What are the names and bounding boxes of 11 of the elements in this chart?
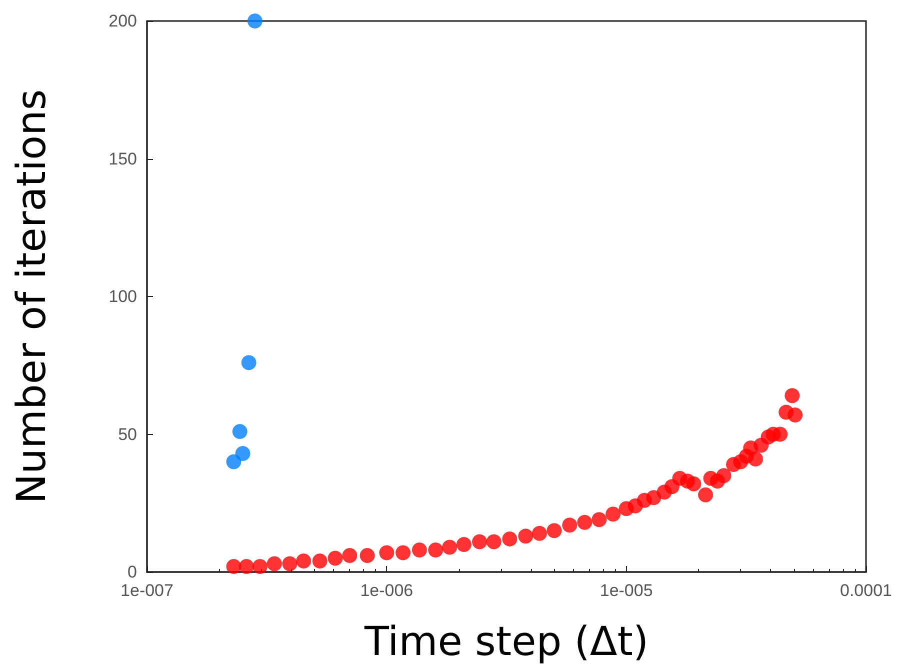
x-tick-label: 1e-005 <box>600 581 653 600</box>
x-axis-title: Time step (Δt) <box>363 619 649 665</box>
y-axis-title: Number of iterations <box>9 89 55 504</box>
x-tick-label: 1e-006 <box>360 581 414 600</box>
y-tick-label: 100 <box>108 287 137 306</box>
y-tick-label: 150 <box>108 149 137 168</box>
y-tick-label: 0 <box>128 562 137 582</box>
y-tick-label: 50 <box>118 424 137 444</box>
x-tick-label: 0.0001 <box>840 581 892 600</box>
x-tick-label: 1e-007 <box>120 581 174 600</box>
y-tick-label: 200 <box>108 12 137 30</box>
